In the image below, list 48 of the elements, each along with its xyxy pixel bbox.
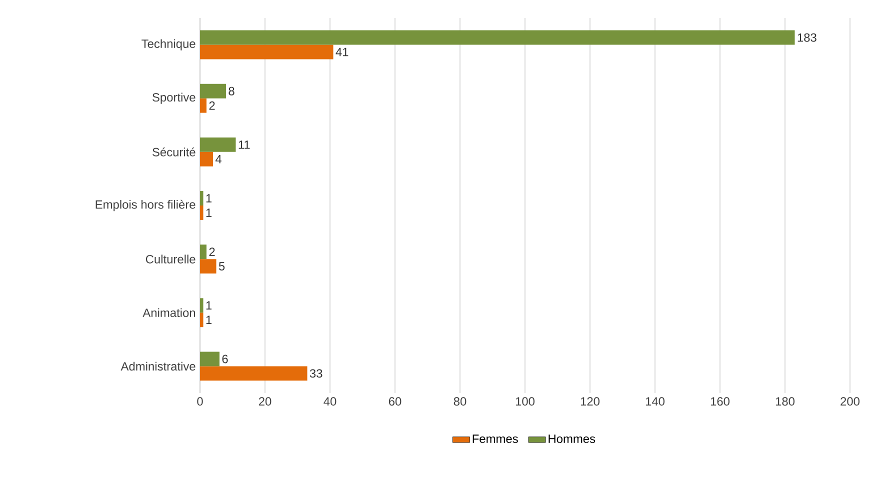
bar — [200, 152, 214, 166]
bar — [200, 366, 308, 381]
data-label: 4 — [215, 155, 222, 164]
x-tick-label: 180 — [776, 397, 795, 406]
y-tick-label: Culturelle — [146, 254, 196, 264]
x-tick-label: 0 — [197, 397, 203, 406]
y-tick-label: Technique — [142, 39, 196, 50]
y-tick-label: Administrative — [120, 362, 196, 371]
x-tick-label: 120 — [580, 397, 600, 406]
x-tick-label: 80 — [454, 397, 466, 406]
x-tick-label: 20 — [258, 397, 272, 406]
x-tick-label: 100 — [516, 397, 535, 406]
bar — [200, 352, 220, 366]
x-tick-label: 140 — [646, 397, 665, 406]
data-label: 1 — [206, 194, 212, 202]
bar — [200, 44, 334, 60]
data-label: 1 — [206, 301, 212, 310]
data-label: 6 — [222, 354, 228, 364]
data-label: 183 — [798, 33, 816, 42]
data-label: 33 — [310, 369, 322, 378]
data-label: 11 — [238, 140, 250, 149]
x-tick-label: 60 — [388, 397, 402, 406]
data-label: 2 — [209, 248, 215, 256]
legend-label: Femmes — [472, 434, 518, 444]
y-tick-label: Emplois hors filière — [96, 200, 196, 212]
x-tick-label: 160 — [710, 397, 730, 406]
bar — [200, 312, 204, 328]
x-tick-label: 40 — [324, 397, 336, 406]
bar — [200, 205, 204, 220]
bar — [200, 191, 204, 206]
y-tick-label: Sécurité — [152, 147, 196, 156]
y-tick-label: Sportive — [152, 92, 196, 104]
data-label: 41 — [336, 48, 348, 56]
data-label: 1 — [206, 208, 212, 217]
y-tick-label: Animation — [142, 308, 196, 318]
x-tick-label: 200 — [840, 397, 860, 406]
data-label: 5 — [218, 262, 225, 270]
data-label: 1 — [206, 316, 212, 324]
data-label: 8 — [228, 86, 234, 96]
bar — [200, 98, 207, 113]
bar — [200, 84, 226, 98]
data-label: 2 — [209, 101, 215, 110]
bar — [200, 137, 236, 152]
bar — [200, 298, 204, 313]
bar — [200, 259, 216, 274]
bar — [200, 30, 795, 45]
legend-label: Hommes — [548, 434, 596, 444]
bar — [200, 244, 207, 260]
